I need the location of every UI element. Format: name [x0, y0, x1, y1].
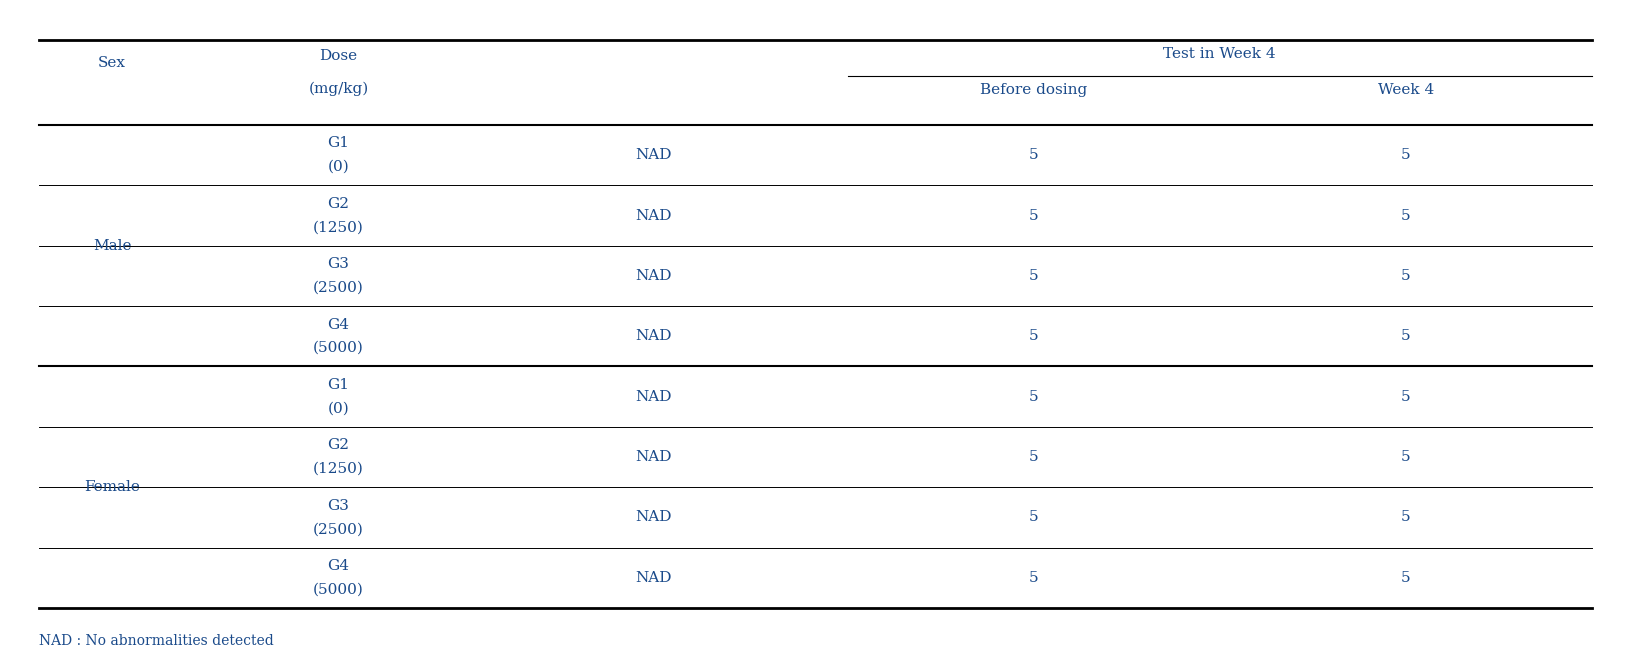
Text: G1: G1: [328, 378, 349, 392]
Text: (0): (0): [328, 401, 349, 415]
Text: NAD: NAD: [636, 148, 672, 162]
Text: 5: 5: [1400, 571, 1410, 585]
Text: 5: 5: [1400, 511, 1410, 525]
Text: G4: G4: [328, 559, 349, 573]
Text: Before dosing: Before dosing: [980, 83, 1087, 97]
Text: G3: G3: [328, 498, 349, 513]
Text: Dose: Dose: [319, 49, 357, 63]
Text: Test in Week 4: Test in Week 4: [1162, 47, 1275, 61]
Text: 5: 5: [1029, 390, 1038, 403]
Text: NAD: NAD: [636, 390, 672, 403]
Text: NAD: NAD: [636, 450, 672, 464]
Text: (mg/kg): (mg/kg): [308, 82, 368, 96]
Text: 5: 5: [1029, 571, 1038, 585]
Text: (1250): (1250): [313, 220, 363, 234]
Text: G1: G1: [328, 137, 349, 151]
Text: (1250): (1250): [313, 462, 363, 476]
Text: 5: 5: [1029, 208, 1038, 222]
Text: NAD: NAD: [636, 571, 672, 585]
Text: G2: G2: [328, 197, 349, 211]
Text: NAD: NAD: [636, 330, 672, 343]
Text: 5: 5: [1400, 390, 1410, 403]
Text: (0): (0): [328, 160, 349, 174]
Text: 5: 5: [1400, 148, 1410, 162]
Text: 5: 5: [1400, 269, 1410, 283]
Text: (2500): (2500): [313, 281, 363, 295]
Text: G3: G3: [328, 257, 349, 271]
Text: (2500): (2500): [313, 522, 363, 536]
Text: (5000): (5000): [313, 341, 363, 355]
Text: 5: 5: [1029, 511, 1038, 525]
Text: 5: 5: [1029, 330, 1038, 343]
Text: NAD : No abnormalities detected: NAD : No abnormalities detected: [39, 634, 274, 648]
Text: Week 4: Week 4: [1377, 83, 1433, 97]
Text: G4: G4: [328, 318, 349, 332]
Text: Female: Female: [85, 480, 140, 494]
Text: G2: G2: [328, 438, 349, 452]
Text: 5: 5: [1400, 330, 1410, 343]
Text: 5: 5: [1400, 450, 1410, 464]
Text: Sex: Sex: [98, 56, 126, 70]
Text: NAD: NAD: [636, 208, 672, 222]
Text: Male: Male: [93, 239, 132, 253]
Text: 5: 5: [1400, 208, 1410, 222]
Text: (5000): (5000): [313, 583, 363, 596]
Text: NAD: NAD: [636, 511, 672, 525]
Text: 5: 5: [1029, 269, 1038, 283]
Text: 5: 5: [1029, 450, 1038, 464]
Text: 5: 5: [1029, 148, 1038, 162]
Text: NAD: NAD: [636, 269, 672, 283]
